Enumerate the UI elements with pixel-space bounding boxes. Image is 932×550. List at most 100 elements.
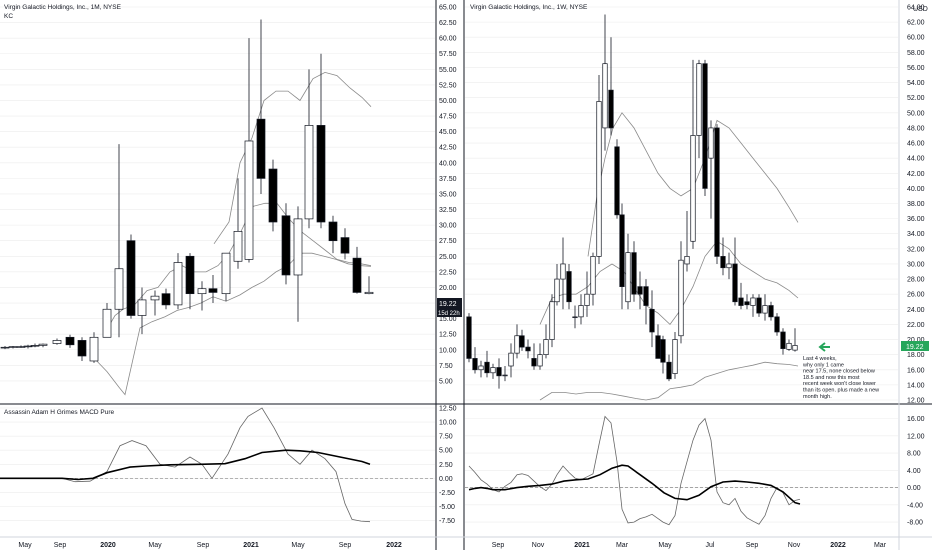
- y-tick-label: 26.00: [907, 292, 925, 299]
- candle-body: [602, 63, 608, 129]
- y-tick-label: 34.00: [907, 231, 925, 238]
- x-tick-label: Jul: [706, 542, 715, 549]
- candle: [490, 363, 496, 379]
- x-tick-label: 2022: [830, 542, 846, 549]
- candle-body: [65, 336, 75, 346]
- candle: [268, 159, 278, 232]
- x-tick-label: May: [148, 542, 162, 549]
- time-axis: May Sep 2020 May Sep 2021 May Sep 2022 Sep Nov 2021…: [18, 542, 886, 549]
- candle-body: [655, 335, 661, 359]
- y-tick-label: 42.00: [907, 171, 925, 178]
- x-tick-label: May: [18, 542, 32, 549]
- y-tick-label: 42.50: [439, 145, 457, 152]
- candle-body: [525, 346, 531, 352]
- candle: [514, 324, 520, 359]
- candle-body: [590, 256, 596, 295]
- y-tick-label: 10.00: [439, 420, 457, 427]
- y-tick-label: 7.50: [439, 363, 453, 370]
- candle-body: [490, 367, 496, 374]
- candle-body: [478, 365, 484, 371]
- macd-fast-line: [468, 415, 801, 526]
- candle-body: [572, 316, 578, 319]
- candle-body: [502, 374, 508, 377]
- candle-body: [578, 305, 584, 318]
- candle-body: [690, 135, 696, 242]
- candle-body: [608, 89, 614, 129]
- candle-body: [684, 256, 690, 265]
- candle-body: [566, 271, 572, 303]
- candle-body: [792, 345, 798, 351]
- candle: [720, 237, 726, 276]
- keltner-lower-line: [94, 252, 372, 396]
- candle: [655, 324, 661, 359]
- annotation-line: month high.: [803, 394, 832, 400]
- candle-body: [714, 127, 720, 257]
- y-tick-label: 30.00: [439, 223, 457, 230]
- candle: [208, 274, 218, 304]
- candle: [678, 241, 684, 344]
- candle-body: [304, 125, 314, 220]
- y-tick-label: 40.00: [439, 160, 457, 167]
- candle: [584, 271, 590, 317]
- x-tick-label: Mar: [616, 542, 629, 549]
- y-tick-label: -5.00: [439, 504, 455, 511]
- candle: [137, 287, 147, 335]
- candle-body: [508, 352, 514, 367]
- y-tick-label: 12.50: [439, 406, 457, 413]
- candle-body: [732, 263, 738, 303]
- candle: [554, 263, 560, 306]
- candle: [233, 178, 243, 269]
- candle: [744, 294, 750, 310]
- macd-slow-line: [0, 449, 371, 481]
- candle: [256, 19, 266, 194]
- y-tick-label: 38.00: [907, 201, 925, 208]
- candle: [543, 324, 549, 359]
- candle-body: [696, 63, 702, 136]
- candle: [328, 215, 338, 254]
- candle: [738, 282, 744, 310]
- y-tick-label: 45.00: [439, 129, 457, 136]
- candle: [774, 313, 780, 336]
- currency-label: USD: [913, 6, 928, 13]
- candle: [572, 305, 578, 329]
- y-tick-label: 10.00: [439, 347, 457, 354]
- candle: [114, 144, 124, 338]
- candle: [666, 354, 672, 382]
- keltner-upper-line: [213, 71, 372, 245]
- candle: [690, 59, 696, 249]
- candle-body: [625, 252, 631, 303]
- candle: [352, 246, 362, 294]
- x-tick-label: 2022: [386, 542, 402, 549]
- candle: [502, 365, 508, 382]
- candle: [780, 328, 786, 355]
- y-tick-label: 55.00: [439, 67, 457, 74]
- right-chart-title: Virgin Galactic Holdings, Inc., 1W, NYSE: [470, 4, 588, 11]
- candle-body: [666, 361, 672, 380]
- candle-body: [126, 240, 136, 316]
- y-tick-label: 12.00: [907, 433, 925, 440]
- candle-body: [161, 293, 171, 306]
- candle: [126, 234, 136, 319]
- candle-body: [197, 288, 207, 295]
- left-price-badge-text: 19.22: [439, 301, 457, 308]
- left-indicator-label: KC: [4, 13, 13, 20]
- y-tick-label: 36.00: [907, 216, 925, 223]
- candle: [484, 350, 490, 378]
- x-tick-label: 2021: [574, 542, 590, 549]
- candle-body: [738, 297, 744, 306]
- candle-body: [614, 146, 620, 216]
- candle-body: [660, 339, 666, 363]
- candle: [496, 358, 502, 389]
- candle: [696, 59, 702, 159]
- candle: [525, 339, 531, 359]
- candle: [304, 69, 314, 229]
- y-tick-label: 24.00: [907, 307, 925, 314]
- candle: [560, 237, 566, 310]
- y-tick-label: 62.50: [439, 20, 457, 27]
- candle: [619, 203, 625, 310]
- candle-body: [744, 301, 750, 306]
- candle: [596, 75, 602, 264]
- series-layer: [0, 14, 801, 526]
- x-tick-label: 2020: [100, 542, 116, 549]
